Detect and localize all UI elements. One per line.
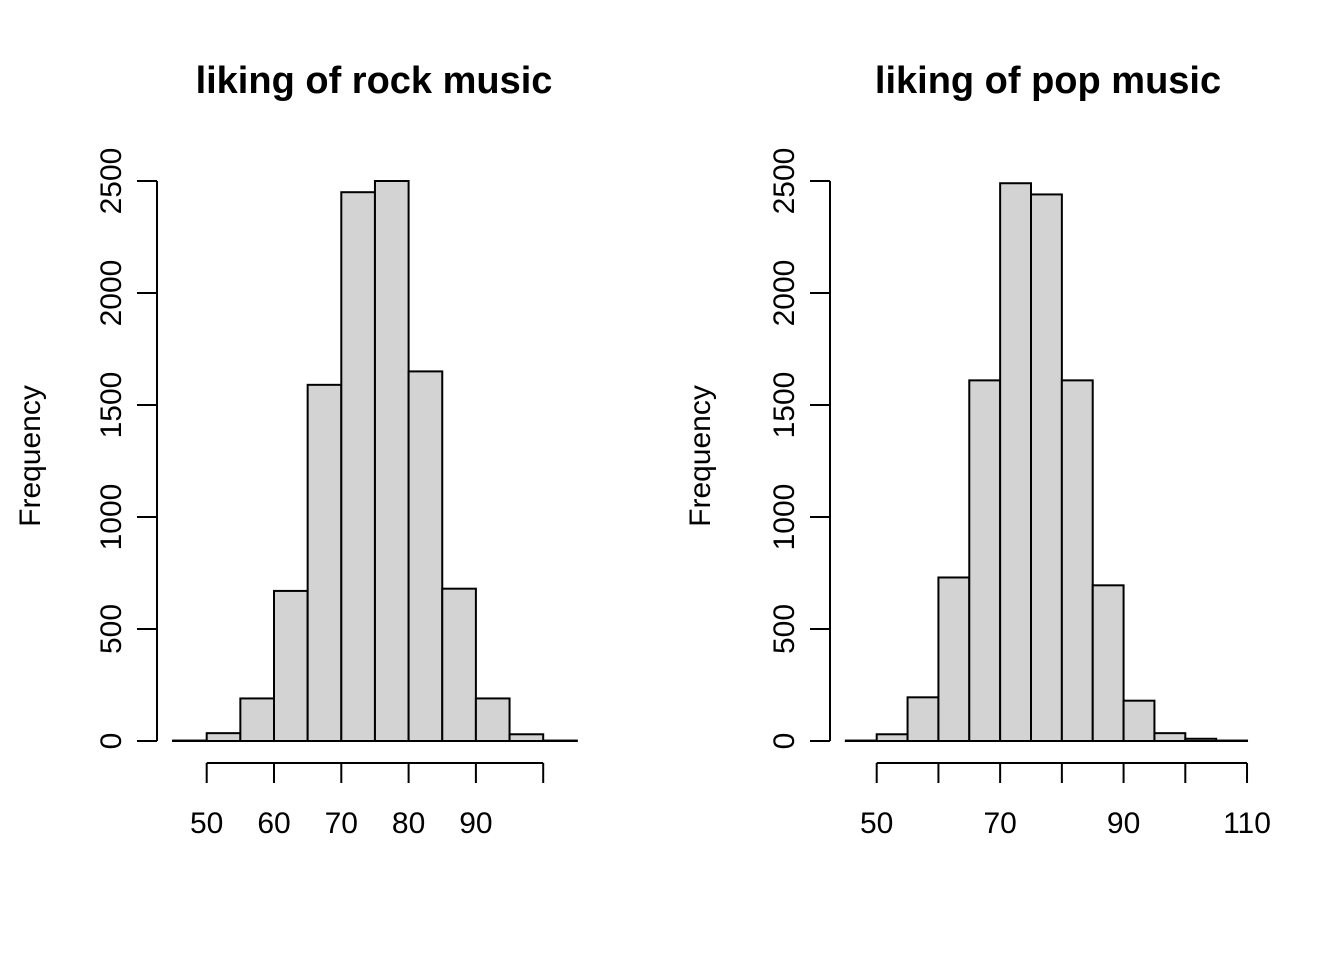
x-tick-label: 90 — [459, 807, 492, 840]
histogram-bar — [968, 379, 1002, 742]
histogram-bar — [1153, 732, 1187, 742]
y-tick-label: 1000 — [95, 484, 128, 551]
x-tick-label: 90 — [1107, 807, 1140, 840]
y-tick-label: 2000 — [95, 260, 128, 327]
histogram-bar — [1184, 737, 1218, 743]
x-tick-label: 70 — [983, 807, 1016, 840]
chart-title-pop: liking of pop music — [874, 60, 1222, 102]
x-axis-rock: 50 60 70 80 90 — [190, 762, 545, 840]
histogram-bar — [508, 733, 545, 743]
y-tick-label: 500 — [768, 604, 801, 654]
x-tick-label: 50 — [860, 807, 893, 840]
histogram-bar — [937, 576, 971, 742]
y-tick-label: 2500 — [95, 148, 128, 215]
histogram-bar — [474, 697, 511, 743]
histogram-bar — [999, 182, 1033, 743]
histogram-bars-pop — [844, 182, 1249, 743]
x-tick-label: 70 — [325, 807, 358, 840]
x-tick-label: 110 — [1223, 807, 1271, 840]
histogram-bar — [1091, 584, 1125, 742]
histogram-bar — [1030, 193, 1063, 742]
histogram-bar — [340, 191, 376, 742]
histogram-bar — [906, 696, 940, 743]
histogram-bar — [273, 589, 309, 742]
y-axis-rock: 0 500 1000 1500 2000 2500 — [95, 148, 158, 750]
x-tick-label: 80 — [392, 807, 425, 840]
y-tick-label: 0 — [95, 733, 128, 750]
histogram-bar — [373, 180, 410, 742]
x-axis-pop: 50 70 90 110 — [860, 762, 1271, 840]
histogram-bar — [239, 697, 276, 743]
y-tick-label: 0 — [768, 733, 801, 750]
plot-rock: 0 500 1000 1500 2000 2500 50 60 70 80 90 — [95, 148, 578, 840]
chart-title-rock: liking of rock music — [195, 60, 553, 102]
x-tick-label: 50 — [190, 807, 223, 840]
histogram-bar — [441, 587, 477, 742]
y-tick-label: 1500 — [768, 372, 801, 439]
y-tick-label: 500 — [95, 604, 128, 654]
plot-pop: 0 500 1000 1500 2000 2500 50 70 90 110 — [768, 148, 1271, 840]
y-tick-label: 1000 — [768, 484, 801, 551]
histogram-bar — [306, 383, 343, 742]
y-axis-pop: 0 500 1000 1500 2000 2500 — [768, 148, 831, 750]
histogram-bar — [407, 370, 444, 742]
y-tick-label: 1500 — [95, 372, 128, 439]
histogram-bars-rock — [172, 180, 578, 743]
x-tick-label: 60 — [257, 807, 290, 840]
histogram-bar — [875, 733, 909, 743]
histogram-bar — [205, 732, 242, 742]
y-tick-label: 2500 — [768, 148, 801, 215]
y-tick-label: 2000 — [768, 260, 801, 327]
histogram-bar — [1060, 379, 1094, 742]
histogram-bar — [1122, 699, 1156, 742]
